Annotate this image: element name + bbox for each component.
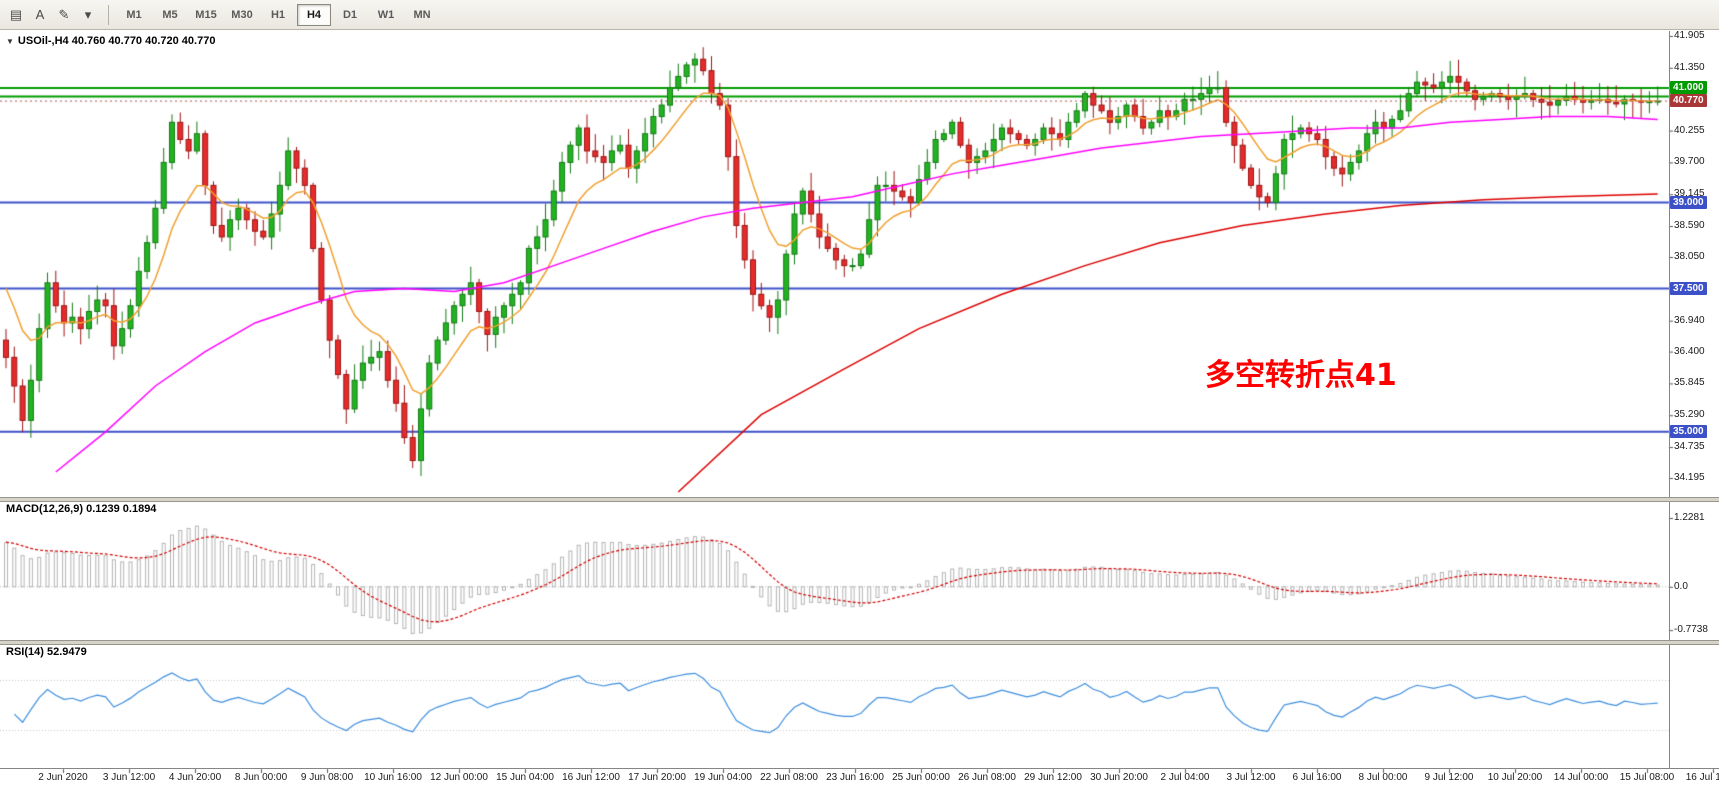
macd-indicator-label: MACD(12,26,9) 0.1239 0.1894 [6,503,157,515]
chart-annotation-text: 多空转折点41 [1205,358,1397,393]
time-axis-label: 8 Jul 00:00 [1358,772,1408,783]
timeframe-button-m5[interactable]: M5 [162,8,178,21]
timeframe-button-m1[interactable]: M1 [126,8,142,21]
time-axis-label: 4 Jun 20:00 [168,772,222,783]
timeframe-button-h1[interactable]: H1 [270,8,286,21]
price-level-tag: 39.000 [1670,195,1707,209]
price-axis-tick-label: 38.050 [1674,251,1705,262]
time-axis-label: 9 Jun 08:00 [300,772,354,783]
price-axis-tick-label: 40.255 [1674,124,1705,136]
symbol-title: ▼ USOil-,H4 40.760 40.770 40.720 40.770 [6,35,215,47]
macd-axis-tick-label: -0.7738 [1674,624,1708,636]
symbol-title-text: USOil-,H4 40.760 40.770 40.720 40.770 [17,35,216,47]
time-axis-label: 3 Jul 12:00 [1226,772,1276,783]
time-axis-label: 10 Jul 20:00 [1487,772,1543,783]
price-level-tag: 41.000 [1670,80,1707,94]
chart-marker-icon: ▼ [6,36,14,46]
time-axis-label: 6 Jul 16:00 [1292,772,1342,783]
price-axis-tick-label: 34.735 [1674,441,1705,453]
time-axis-label: 26 Jun 08:00 [958,772,1016,783]
timeframe-buttons-group: M1 M5 M15 M30 H1 H4 D1 W1 MN [117,3,439,26]
time-axis-label: 3 Jun 12:00 [102,772,156,783]
timeframe-button-h4[interactable]: H4 [297,3,331,26]
toolbar: ▤ A ✎ ▾ M1 M5 M15 M30 H1 H4 D1 W1 MN [0,0,1719,30]
timeframe-button-w1[interactable]: W1 [377,8,395,21]
time-axis-label: 23 Jun 16:00 [826,772,884,783]
timeframe-button-m30[interactable]: M30 [231,8,253,21]
price-axis-tick-label: 38.590 [1674,220,1705,232]
indicators-icon[interactable]: ✎ [58,6,70,22]
timeframe-button-m15[interactable]: M15 [195,8,217,21]
time-axis-label: 29 Jun 12:00 [1024,772,1082,783]
time-axis-label: 2 Jul 04:00 [1160,772,1210,783]
text-tool-icon[interactable]: A [35,7,45,22]
time-axis-label: 30 Jun 20:00 [1090,772,1148,783]
panel-resize-handle-macd[interactable] [0,497,1719,502]
time-axis-label: 8 Jun 00:00 [234,772,288,783]
price-level-tag: 35.000 [1670,424,1707,438]
price-axis-tick-label: 41.350 [1674,61,1705,73]
price-axis-tick-label: 35.845 [1674,377,1705,389]
time-axis-label: 14 Jul 00:00 [1553,772,1609,783]
time-axis-label: 9 Jul 12:00 [1424,772,1474,783]
time-axis-label: 22 Jun 08:00 [760,772,818,783]
timeframe-button-mn[interactable]: MN [413,8,431,21]
price-axis-tick-label: 34.195 [1674,472,1705,483]
current-price-tag: 40.770 [1670,94,1707,108]
price-axis-tick-label: 35.290 [1674,409,1705,421]
time-axis-label: 2 Jun 2020 [38,772,88,783]
price-axis-tick-label: 36.400 [1674,345,1705,357]
macd-axis-tick-label: 0.0 [1674,580,1688,592]
charts-icon[interactable]: ▤ [9,6,23,22]
time-axis-label: 15 Jun 04:00 [496,772,554,783]
time-axis-label: 16 Jun 12:00 [562,772,620,783]
time-axis-label: 17 Jun 20:00 [628,772,686,783]
price-axis-tick-label: 39.700 [1674,156,1705,168]
price-axis-border [1669,31,1670,768]
time-axis-label: 12 Jun 00:00 [430,772,488,783]
time-axis-label: 25 Jun 00:00 [892,772,950,783]
panel-resize-handle-rsi[interactable] [0,640,1719,645]
price-axis-tick-label: 39.145 [1674,188,1705,200]
timeframe-button-d1[interactable]: D1 [342,8,358,21]
price-level-tag: 37.500 [1670,281,1707,295]
time-axis-label: 15 Jul 08:00 [1619,772,1675,783]
price-axis-tick-label: 41.905 [1674,30,1705,41]
indicator-dropdown-caret-icon[interactable]: ▾ [84,6,92,22]
toolbar-tools-group: ▤ A ✎ ▾ [4,3,100,27]
rsi-indicator-label: RSI(14) 52.9479 [6,646,87,658]
time-axis-label: 19 Jun 04:00 [694,772,752,783]
toolbar-separator [108,4,109,25]
macd-axis-tick-label: 1.2281 [1674,512,1705,524]
time-axis-label: 16 Jul 16:00 [1685,772,1719,783]
price-axis-tick-label: 36.940 [1674,314,1705,326]
time-axis-label: 10 Jun 16:00 [364,772,422,783]
time-axis-border [0,768,1719,769]
